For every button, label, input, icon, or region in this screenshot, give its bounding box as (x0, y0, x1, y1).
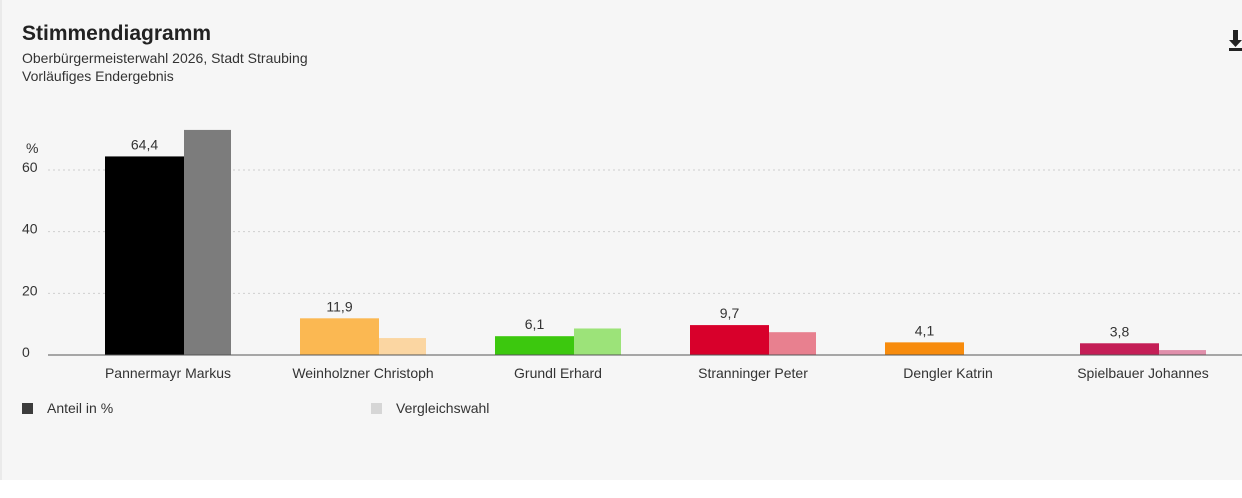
result-status: Vorläufiges Endergebnis (22, 68, 174, 84)
legend-label-comparison: Vergleichswahl (396, 400, 490, 416)
x-category-label: Stranninger Peter (698, 365, 808, 381)
comparison-bar[interactable] (574, 328, 621, 355)
legend-item-comparison[interactable]: Vergleichswahl (371, 400, 489, 416)
current-bar[interactable] (1080, 343, 1159, 355)
download-button[interactable] (1229, 30, 1242, 52)
current-bar[interactable] (105, 156, 184, 355)
chart-subtitle: Oberbürgermeisterwahl 2026, Stadt Straub… (22, 49, 308, 85)
x-category-label: Pannermayr Markus (105, 365, 231, 381)
current-bar[interactable] (300, 318, 379, 355)
current-bar[interactable] (885, 342, 964, 355)
data-label: 9,7 (720, 305, 740, 321)
data-label: 11,9 (326, 298, 352, 314)
legend-label-current: Anteil in % (47, 400, 114, 416)
current-bar[interactable] (495, 336, 574, 355)
current-bar[interactable] (690, 325, 769, 355)
y-axis-unit: % (26, 140, 38, 156)
y-tick-label: 20 (22, 282, 38, 298)
data-label: 64,4 (131, 136, 158, 152)
x-category-label: Dengler Katrin (903, 365, 993, 381)
data-label: 3,8 (1110, 323, 1130, 339)
download-icon (1229, 30, 1242, 51)
comparison-bar[interactable] (769, 332, 816, 355)
data-label: 6,1 (525, 316, 545, 332)
legend-item-current[interactable]: Anteil in % (22, 400, 113, 416)
y-tick-label: 0 (22, 344, 30, 360)
bar-chart: 0 20 40 60% 64,4 Pannermayr Markus 11,9 Weinhol… (22, 129, 1242, 381)
y-tick-label: 60 (22, 159, 38, 175)
data-label: 4,1 (915, 322, 935, 338)
x-category-label: Weinholzner Christoph (292, 365, 433, 381)
comparison-bar[interactable] (379, 338, 426, 355)
legend-swatch-current (22, 402, 33, 414)
comparison-bar[interactable] (184, 129, 231, 355)
comparison-bar[interactable] (1159, 350, 1206, 355)
y-tick-label: 40 (22, 221, 38, 237)
legend-swatch-comparison (371, 402, 382, 414)
election-name: Oberbürgermeisterwahl 2026, Stadt Straub… (22, 50, 308, 66)
x-category-label: Grundl Erhard (514, 365, 602, 381)
x-category-label: Spielbauer Johannes (1077, 365, 1209, 381)
chart-title: Stimmendiagramm (22, 22, 212, 45)
